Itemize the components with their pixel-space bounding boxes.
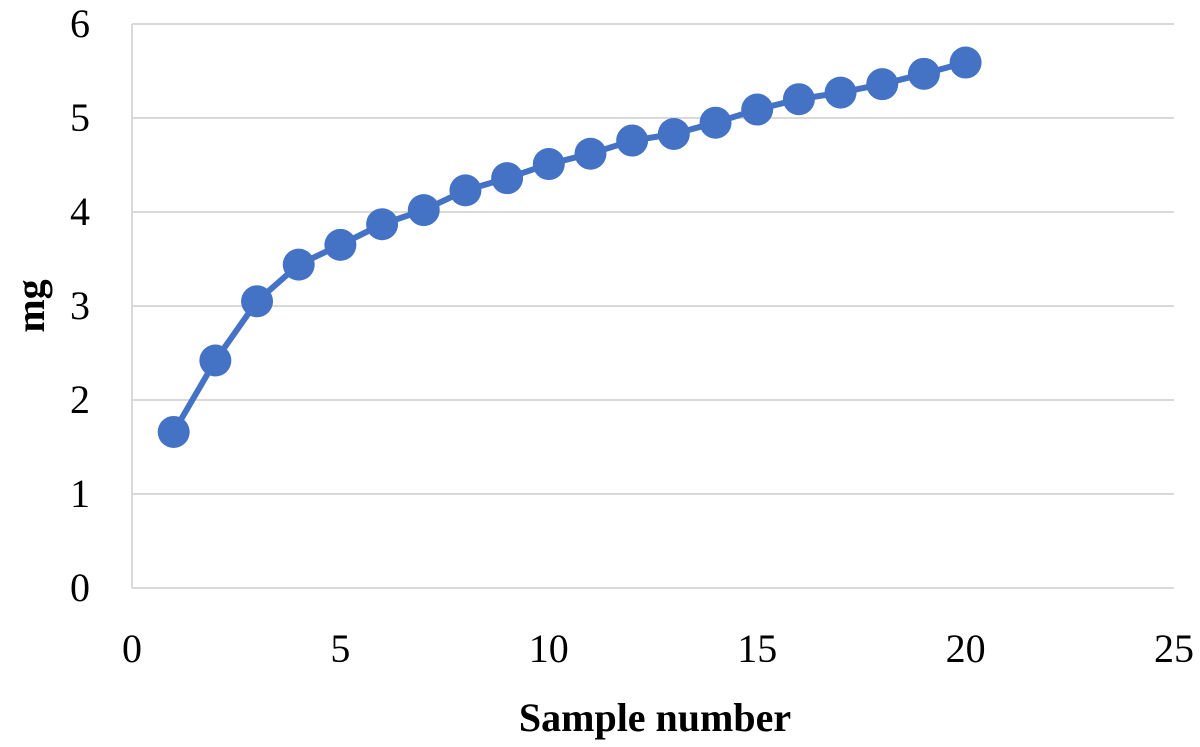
x-axis-title: Sample number: [519, 695, 791, 740]
data-point: [366, 208, 399, 241]
y-tick-label: 2: [70, 377, 90, 422]
y-axis-title: mg: [8, 279, 53, 332]
x-tick-label: 20: [946, 626, 986, 671]
data-point: [282, 248, 315, 281]
data-point: [907, 57, 940, 90]
x-tick-label: 0: [122, 626, 142, 671]
x-tick-label: 25: [1154, 626, 1194, 671]
x-tick-label: 5: [330, 626, 350, 671]
series-layer: [157, 46, 982, 448]
axis-layer: [131, 24, 1174, 589]
y-tick-label: 5: [70, 95, 90, 140]
data-point: [157, 415, 190, 448]
data-point: [199, 344, 232, 377]
data-point: [241, 285, 274, 318]
data-point: [407, 194, 440, 227]
data-point: [574, 137, 607, 170]
x-tick-label: 10: [529, 626, 569, 671]
grid-layer: [132, 23, 1174, 495]
y-tick-label: 0: [70, 565, 90, 610]
data-point: [532, 148, 565, 181]
y-tick-label: 1: [70, 471, 90, 516]
data-point: [449, 174, 482, 207]
data-point: [616, 124, 649, 157]
data-point: [324, 228, 357, 261]
x-tick-label: 15: [737, 626, 777, 671]
data-point: [491, 162, 524, 195]
data-point: [866, 68, 899, 101]
data-point: [782, 83, 815, 116]
y-tick-label: 6: [70, 1, 90, 46]
data-point: [824, 76, 857, 109]
data-point: [741, 93, 774, 126]
data-point: [949, 46, 982, 79]
data-point: [657, 117, 690, 150]
y-tick-label: 4: [70, 189, 90, 234]
data-point: [699, 106, 732, 139]
tick-layer: 0 1 2 3 4 5 6 0 5 10 15 20 25: [70, 1, 1194, 671]
y-tick-label: 3: [70, 283, 90, 328]
